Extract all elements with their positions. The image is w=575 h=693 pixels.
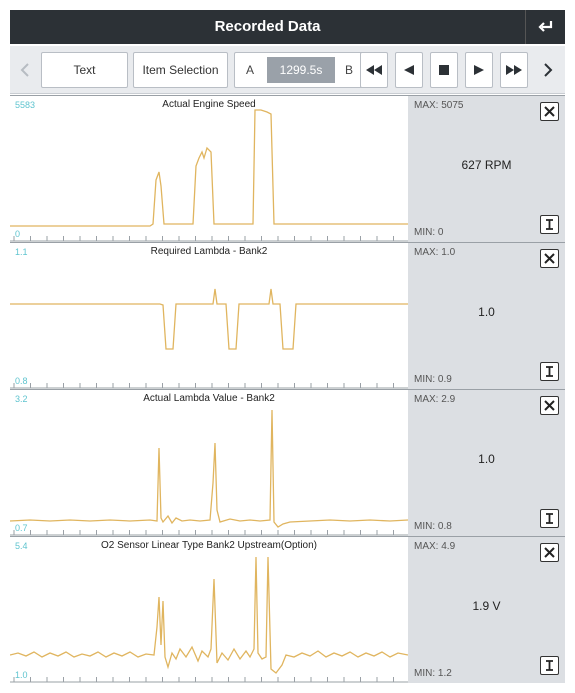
graph-panel-o2-sensor: O2 Sensor Linear Type Bank2 Upstream(Opt… [10,536,565,683]
current-value: 627 RPM [461,158,512,172]
close-icon [544,106,555,117]
engine-speed-trace [10,109,408,242]
min-value: MIN: 0 [414,227,444,238]
max-value: MAX: 2.9 [414,394,456,405]
axis-max-label: 3.2 [15,394,28,404]
graph-title: Actual Engine Speed [162,99,256,110]
value-panel: MAX: 1.0 1.0 MIN: 0.9 [408,243,565,389]
min-value: MIN: 1.2 [414,668,452,679]
axis-min-label: 0.8 [15,376,28,386]
marker-b-label[interactable]: B [344,63,353,77]
cursor-button[interactable] [540,656,559,675]
cursor-icon [546,660,553,671]
return-arrow-icon [537,21,552,32]
graph-panel-engine-speed: Actual Engine Speed 5583 0 MAX: 5075 627… [10,95,565,242]
o2-sensor-trace [10,556,408,683]
cursor-button[interactable] [540,509,559,528]
item-selection-button[interactable]: Item Selection [133,52,228,88]
stop-button[interactable] [430,52,458,88]
scroll-right-button[interactable] [537,52,559,88]
graph-plot[interactable]: Required Lambda - Bank2 1.1 0.8 [10,243,408,389]
close-icon [544,253,555,264]
axis-max-label: 5.4 [15,541,28,551]
close-graph-button[interactable] [540,396,559,415]
step-back-button[interactable] [395,52,423,88]
back-button[interactable] [525,10,565,44]
axis-min-label: 0 [15,229,21,239]
close-graph-button[interactable] [540,249,559,268]
title-bar: Recorded Data [10,10,565,44]
current-value: 1.0 [478,305,495,319]
value-panel: MAX: 4.9 1.9 V MIN: 1.2 [408,537,565,683]
chevron-right-icon [544,63,553,77]
play-back-icon [404,65,414,75]
close-graph-button[interactable] [540,543,559,562]
chevron-left-icon [20,63,29,77]
graph-plot[interactable]: Actual Engine Speed 5583 0 [10,96,408,242]
stop-icon [439,65,449,75]
marker-a-label[interactable]: A [245,63,254,77]
page-title: Recorded Data [214,18,321,35]
play-icon [474,65,484,75]
time-readout: 1299.5s [267,57,335,83]
axis-max-label: 1.1 [15,247,28,257]
graph-plot[interactable]: O2 Sensor Linear Type Bank2 Upstream(Opt… [10,537,408,683]
required-lambda-trace [10,288,408,389]
fast-forward-icon [506,65,522,75]
max-value: MAX: 1.0 [414,247,456,258]
graph-title: Actual Lambda Value - Bank2 [143,393,275,404]
current-value: 1.0 [478,452,495,466]
max-value: MAX: 5075 [414,100,464,111]
fast-forward-button[interactable] [500,52,528,88]
value-panel: MAX: 5075 627 RPM MIN: 0 [408,96,565,242]
play-button[interactable] [465,52,493,88]
cursor-button[interactable] [540,215,559,234]
close-icon [544,400,555,411]
actual-lambda-trace [10,409,408,536]
min-value: MIN: 0.9 [414,374,452,385]
cursor-button[interactable] [540,362,559,381]
close-icon [544,547,555,558]
cursor-icon [546,513,553,524]
graph-panel-actual-lambda: Actual Lambda Value - Bank2 3.2 0.7 MAX:… [10,389,565,536]
axis-min-label: 0.7 [15,523,28,533]
playback-toolbar: Text Item Selection A 1299.5s B [10,46,565,94]
graph-title: O2 Sensor Linear Type Bank2 Upstream(Opt… [100,540,318,551]
graph-title: Required Lambda - Bank2 [150,246,268,257]
min-value: MIN: 0.8 [414,521,452,532]
ab-time-selector[interactable]: A 1299.5s B [234,52,365,88]
cursor-icon [546,219,553,230]
cursor-icon [546,366,553,377]
axis-max-label: 5583 [15,100,36,110]
max-value: MAX: 4.9 [414,541,456,552]
scroll-left-button[interactable] [14,52,36,88]
text-button[interactable]: Text [41,52,128,88]
graph-plot[interactable]: Actual Lambda Value - Bank2 3.2 0.7 [10,390,408,536]
fast-rewind-icon [366,65,382,75]
graph-panel-required-lambda: Required Lambda - Bank2 1.1 0.8 MAX: 1.0… [10,242,565,389]
value-panel: MAX: 2.9 1.0 MIN: 0.8 [408,390,565,536]
current-value: 1.9 V [472,599,501,613]
fast-rewind-button[interactable] [360,52,388,88]
close-graph-button[interactable] [540,102,559,121]
axis-min-label: 1.0 [15,670,28,680]
